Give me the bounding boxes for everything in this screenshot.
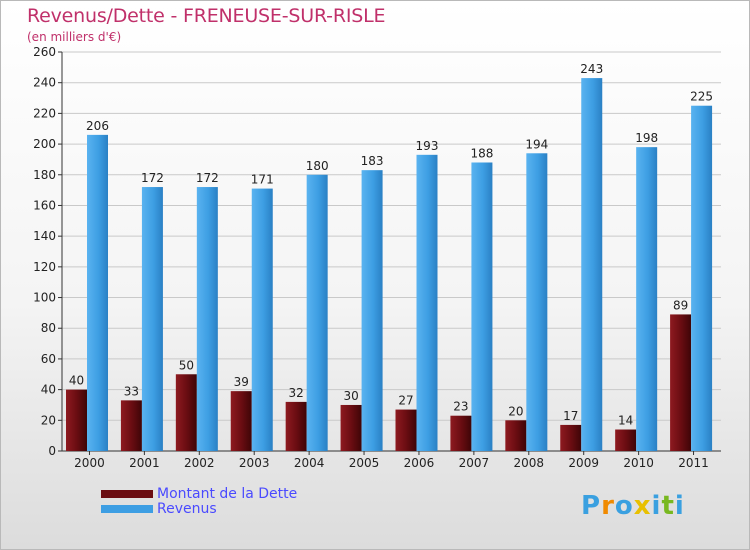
logo-letter: r (601, 491, 615, 521)
proxiti-logo: Proxiti (581, 491, 685, 521)
y-tick-label: 100 (33, 291, 56, 305)
logo-letter: i (651, 491, 662, 521)
y-tick-label: 60 (41, 352, 56, 366)
y-tick-label: 120 (33, 260, 56, 274)
x-tick-label: 2004 (294, 456, 325, 470)
bar-dette (670, 314, 692, 451)
bar-revenus (196, 187, 218, 452)
y-tick-label: 20 (41, 413, 56, 427)
x-tick-label: 2000 (74, 456, 105, 470)
y-tick-label: 40 (41, 383, 56, 397)
data-label-dette: 32 (289, 386, 304, 400)
data-label-revenus: 188 (470, 146, 493, 160)
data-label-dette: 30 (343, 389, 358, 403)
bar-revenus (636, 147, 658, 451)
logo-letter: t (661, 491, 675, 521)
data-label-revenus: 171 (251, 173, 274, 187)
data-label-dette: 27 (398, 394, 413, 408)
bar-dette (615, 429, 637, 451)
bar-revenus (691, 105, 713, 451)
data-label-dette: 14 (618, 414, 633, 428)
data-label-revenus: 172 (196, 171, 219, 185)
logo-letter: i (674, 491, 685, 521)
logo-letter: x (633, 491, 652, 521)
bars (66, 78, 713, 452)
logo-letter: o (614, 491, 634, 521)
x-tick-label: 2008 (514, 456, 545, 470)
y-tick-label: 160 (33, 198, 56, 212)
y-tick-label: 200 (33, 137, 56, 151)
legend-label-revenus: Revenus (157, 501, 217, 517)
y-tick-label: 240 (33, 76, 56, 90)
bar-revenus (361, 170, 383, 451)
data-label-revenus: 193 (416, 139, 439, 153)
y-tick-label: 220 (33, 106, 56, 120)
bar-dette (230, 391, 252, 451)
data-label-dette: 23 (453, 400, 468, 414)
bar-revenus (581, 78, 603, 451)
bar-dette (66, 389, 87, 451)
x-tick-label: 2006 (404, 456, 435, 470)
legend-swatch-revenus (101, 505, 153, 513)
grid-lines (62, 51, 721, 421)
bar-dette (285, 401, 307, 451)
x-tick-label: 2011 (678, 456, 709, 470)
data-label-dette: 39 (234, 375, 249, 389)
bar-revenus (306, 174, 328, 451)
legend-label-dette: Montant de la Dette (157, 486, 298, 502)
data-label-revenus: 172 (141, 171, 164, 185)
legend-swatch-dette (101, 490, 153, 498)
bar-revenus (526, 153, 548, 452)
data-label-dette: 50 (179, 358, 194, 372)
data-label-dette: 40 (69, 374, 84, 388)
data-label-dette: 17 (563, 409, 578, 423)
data-label-dette: 20 (508, 404, 523, 418)
chart-title: Revenus/Dette - FRENEUSE-SUR-RISLE (27, 5, 386, 27)
data-label-dette: 33 (124, 384, 139, 398)
bar-revenus (87, 134, 108, 451)
bar-revenus (471, 162, 493, 451)
data-label-revenus: 225 (690, 90, 713, 104)
bar-dette (395, 409, 417, 451)
bar-dette (120, 400, 142, 451)
bar-dette (450, 415, 472, 451)
bar-dette (505, 420, 527, 451)
data-label-revenus: 180 (306, 159, 329, 173)
data-label-revenus: 243 (580, 62, 603, 76)
bar-dette (340, 404, 362, 451)
y-tick-label: 260 (33, 45, 56, 59)
logo-letter: P (581, 491, 602, 521)
data-label-revenus: 206 (86, 119, 109, 133)
data-label-revenus: 183 (361, 154, 384, 168)
y-tick-label: 140 (33, 229, 56, 243)
x-tick-label: 2010 (623, 456, 654, 470)
y-tick-label: 80 (41, 321, 56, 335)
bar-revenus (251, 188, 273, 452)
x-tick-label: 2009 (568, 456, 599, 470)
data-label-dette: 89 (673, 298, 688, 312)
data-label-revenus: 198 (635, 131, 658, 145)
bar-dette (560, 424, 582, 451)
y-tick-label: 0 (48, 444, 56, 458)
x-tick-label: 2007 (459, 456, 490, 470)
x-tick-label: 2003 (239, 456, 270, 470)
labels: 0204060801001201401601802002202402604020… (33, 45, 713, 470)
x-tick-label: 2005 (349, 456, 380, 470)
chart-subtitle: (en milliers d'€) (27, 30, 122, 44)
bar-dette (175, 374, 197, 451)
bar-revenus (141, 187, 163, 452)
y-tick-label: 180 (33, 168, 56, 182)
axes (58, 51, 721, 455)
data-label-revenus: 194 (525, 137, 548, 151)
x-tick-label: 2001 (129, 456, 160, 470)
bar-revenus (416, 154, 438, 452)
x-tick-label: 2002 (184, 456, 215, 470)
